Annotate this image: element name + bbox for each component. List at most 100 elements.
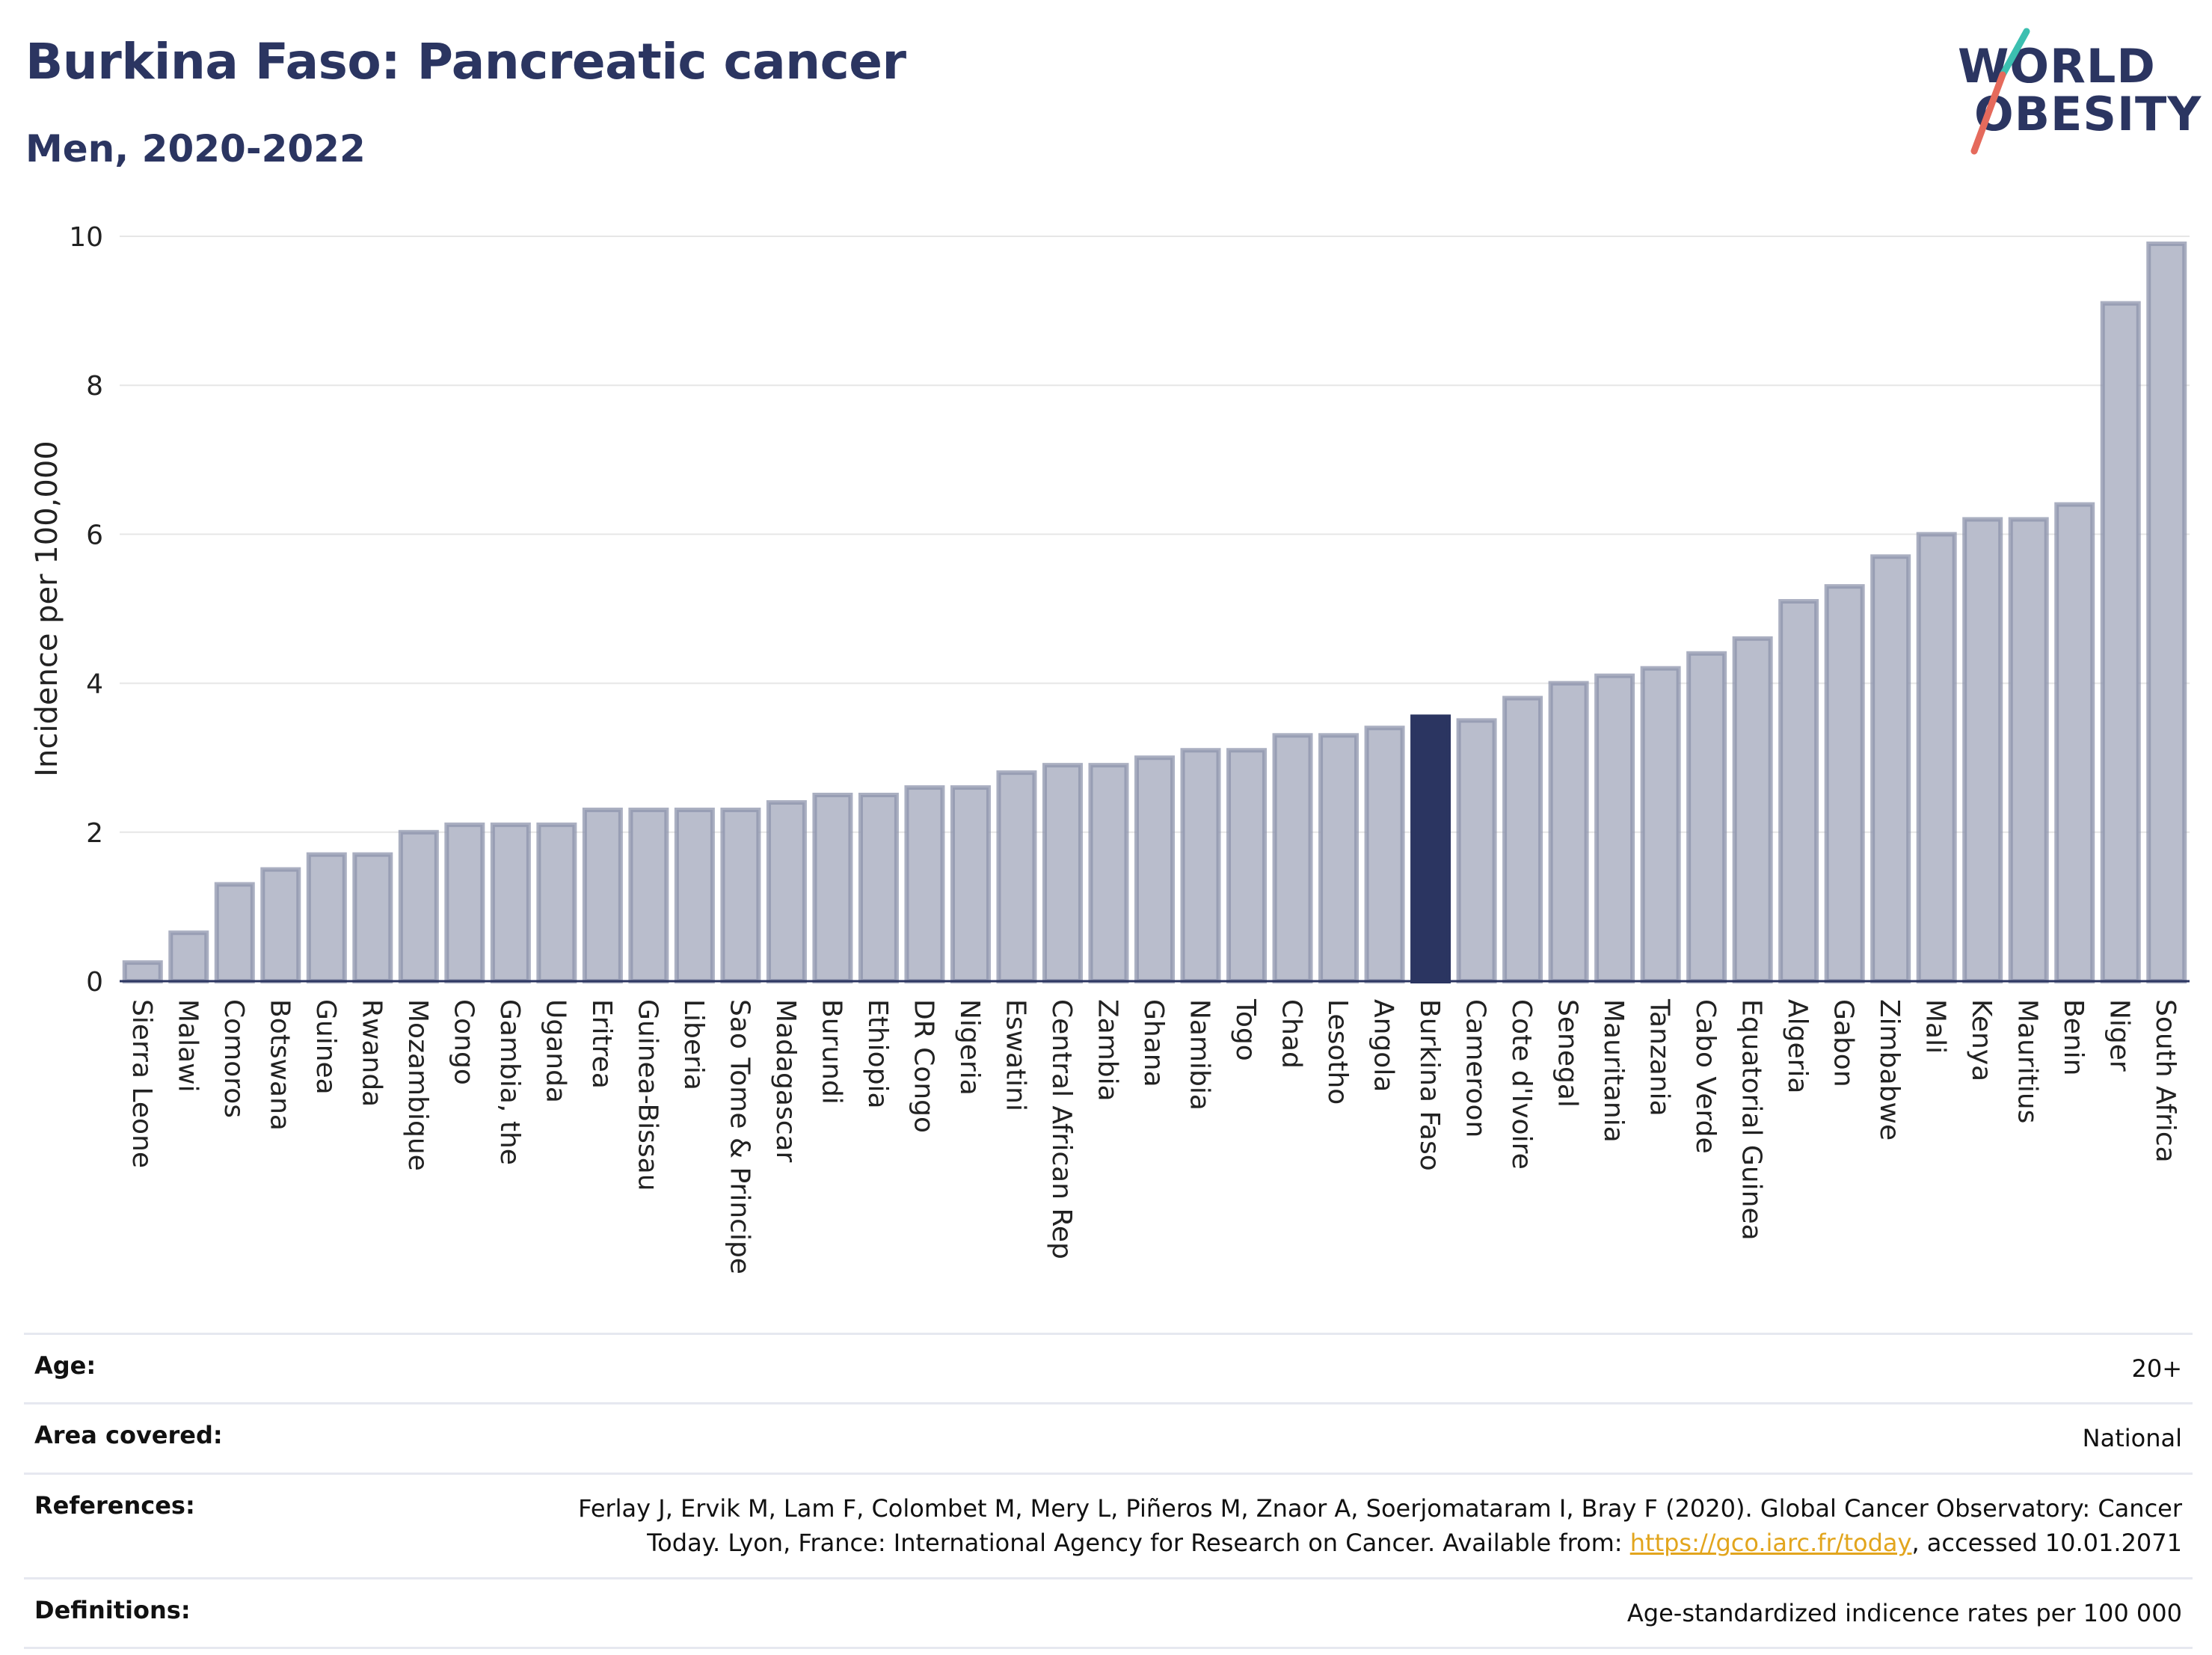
x-tick-label: Madagascar xyxy=(770,999,801,1163)
bar xyxy=(766,799,807,984)
bar xyxy=(1456,718,1497,984)
x-tick-label: Rwanda xyxy=(356,999,387,1107)
y-tick-label: 8 xyxy=(86,371,103,402)
bar xyxy=(1318,733,1360,983)
bar xyxy=(2100,301,2141,983)
x-tick-label: Tanzania xyxy=(1644,998,1675,1117)
bar xyxy=(582,807,623,983)
info-label: Area covered: xyxy=(34,1421,223,1450)
y-tick-label: 10 xyxy=(69,222,103,253)
x-tick-label: Chad xyxy=(1276,999,1307,1069)
info-row-area: Area covered: National xyxy=(24,1402,2193,1472)
x-tick-label: Gabon xyxy=(1828,999,1859,1087)
bar xyxy=(996,770,1037,983)
bar xyxy=(214,882,255,984)
bar xyxy=(950,785,991,983)
bar xyxy=(904,785,945,983)
bar-highlight xyxy=(1410,714,1451,983)
info-value: Age-standardized indicence rates per 100… xyxy=(1626,1598,2182,1627)
info-row-age: Age: 20+ xyxy=(24,1333,2193,1402)
x-tick-label: Cabo Verde xyxy=(1690,999,1721,1154)
bar xyxy=(1732,636,1773,984)
bar xyxy=(1686,651,1727,983)
reference-link[interactable]: https://gco.iarc.fr/today xyxy=(1629,1529,1912,1558)
bar xyxy=(122,960,163,983)
bar xyxy=(306,852,347,983)
x-tick-label: Botswana xyxy=(264,999,295,1131)
x-tick-label: Sierra Leone xyxy=(126,999,157,1168)
y-tick-label: 4 xyxy=(86,669,103,700)
bar xyxy=(812,793,853,983)
x-tick-label: Comoros xyxy=(218,999,249,1118)
bar xyxy=(536,822,577,984)
x-tick-label: Burundi xyxy=(816,999,847,1105)
x-tick-label: Liberia xyxy=(678,999,709,1090)
bar xyxy=(398,829,439,983)
bar xyxy=(1180,748,1221,983)
x-tick-label: Nigeria xyxy=(954,999,985,1096)
y-tick-label: 6 xyxy=(86,520,103,550)
bar xyxy=(1594,673,1635,983)
bar xyxy=(444,822,485,984)
x-tick-label: Togo xyxy=(1230,998,1261,1061)
bar xyxy=(260,867,301,983)
x-tick-label: Malawi xyxy=(172,999,203,1093)
world-obesity-logo: WORLD OBESITY xyxy=(1944,22,2202,165)
x-tick-label: Algeria xyxy=(1782,999,1813,1094)
bar xyxy=(2146,241,2187,983)
x-tick-label: Cameroon xyxy=(1460,999,1491,1137)
info-label: Definitions: xyxy=(34,1595,191,1624)
x-tick-label: Kenya xyxy=(1966,999,1997,1081)
info-label: References: xyxy=(34,1490,195,1520)
bar xyxy=(168,930,209,984)
x-tick-label: Angola xyxy=(1368,999,1399,1092)
bar xyxy=(1962,517,2003,984)
reference-text: Ferlay J, Ervik M, Lam F, Colombet M, Me… xyxy=(578,1493,2182,1558)
x-tick-label: Guinea-Bissau xyxy=(632,999,663,1191)
info-value: National xyxy=(2082,1424,2182,1453)
info-table: Age: 20+ Area covered: National Referenc… xyxy=(24,1333,2193,1649)
x-tick-label: Central African Rep xyxy=(1046,999,1077,1259)
x-tick-label: Namibia xyxy=(1185,999,1215,1111)
x-tick-label: Burkina Faso xyxy=(1414,999,1445,1171)
logo-slash-icon xyxy=(1970,28,2030,155)
x-tick-label: Benin xyxy=(2058,999,2089,1075)
chart-title: Burkina Faso: Pancreatic cancer xyxy=(25,33,906,90)
info-value: Ferlay J, Ervik M, Lam F, Colombet M, Me… xyxy=(537,1491,2182,1561)
bar xyxy=(1088,763,1129,983)
bar xyxy=(1548,681,1589,983)
x-tick-label: Congo xyxy=(448,999,479,1085)
bar xyxy=(1134,755,1175,983)
bar xyxy=(1640,666,1681,983)
x-tick-label: Gambia, the xyxy=(494,999,525,1165)
bar xyxy=(858,793,899,983)
bar xyxy=(674,807,715,983)
x-tick-label: Niger xyxy=(2104,999,2135,1072)
y-tick-label: 0 xyxy=(86,967,103,998)
bar xyxy=(1364,725,1405,983)
x-tick-label: Equatorial Guinea xyxy=(1736,999,1767,1241)
y-tick-label: 2 xyxy=(86,818,103,849)
x-tick-label: Ethiopia xyxy=(862,999,893,1109)
bar xyxy=(1502,696,1543,984)
x-tick-label: Mauritius xyxy=(2012,999,2043,1123)
bar xyxy=(2054,502,2095,983)
logo-line-2: OBESITY xyxy=(1974,87,2202,141)
x-tick-label: Ghana xyxy=(1138,999,1169,1087)
x-tick-label: DR Congo xyxy=(908,999,938,1133)
chart-subtitle: Men, 2020-2022 xyxy=(25,127,366,171)
reference-accessed: , accessed 10.01.2071 xyxy=(1911,1529,2182,1558)
bar-chart: 0 2 4 6 8 10 Incidence per 100,000 Sierra Leone… xyxy=(30,222,2190,1274)
bar xyxy=(1824,584,1865,983)
x-tick-label: Zimbabwe xyxy=(1874,999,1905,1140)
bar xyxy=(1870,554,1911,983)
x-tick-label: Eritrea xyxy=(586,999,617,1089)
bar xyxy=(352,852,393,983)
info-row-references: References: Ferlay J, Ervik M, Lam F, Co… xyxy=(24,1472,2193,1577)
x-tick-label: Mauritania xyxy=(1598,999,1629,1143)
x-tick-label: Mozambique xyxy=(402,999,433,1171)
x-tick-label: Zambia xyxy=(1092,999,1122,1102)
logo-line-1: WORLD xyxy=(1958,39,2156,93)
x-tick-label: Guinea xyxy=(310,999,341,1095)
bar xyxy=(720,807,761,983)
